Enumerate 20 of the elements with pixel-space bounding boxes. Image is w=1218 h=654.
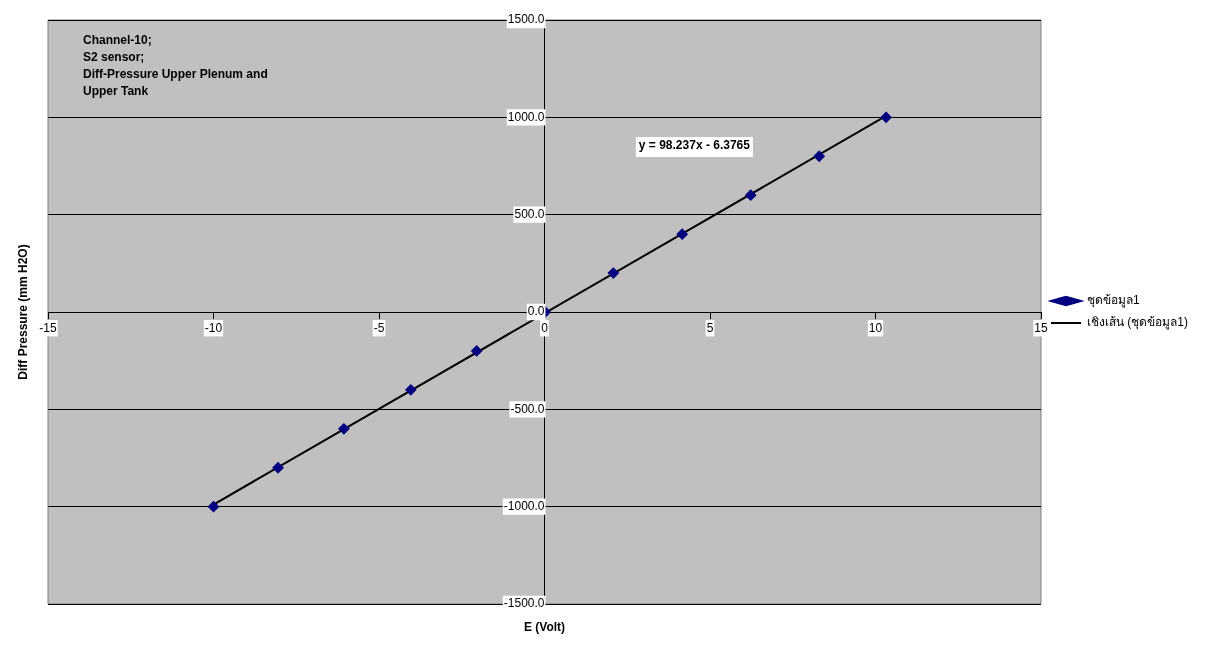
x-tick-label: -5 bbox=[373, 320, 385, 335]
x-tick-label: -15 bbox=[39, 320, 57, 335]
y-tick-label: -500.0 bbox=[510, 401, 545, 416]
legend-label: ชุดข้อมูล1 bbox=[1087, 293, 1140, 309]
x-tick-label: 0 bbox=[541, 320, 549, 335]
y-tick-label: -1500.0 bbox=[503, 596, 545, 611]
legend-label: เชิงเส้น (ชุดข้อมูล1) bbox=[1087, 315, 1188, 331]
y-tick-label: 1000.0 bbox=[507, 109, 545, 124]
y-tick-label: 1500.0 bbox=[507, 12, 545, 27]
annotation: y = 98.237x - 6.3765 bbox=[638, 138, 751, 153]
annotation: Channel-10; S2 sensor; Diff-Pressure Upper Plenum and Upper Tank bbox=[83, 33, 268, 99]
y-axis-title: Diff Pressure (mm H2O) bbox=[16, 244, 31, 380]
x-tick-label: 15 bbox=[1034, 320, 1048, 335]
y-tick-label: -1000.0 bbox=[503, 498, 545, 513]
x-tick-label: -10 bbox=[204, 320, 223, 335]
y-tick-label: 0.0 bbox=[527, 304, 545, 319]
x-axis-title: E (Volt) bbox=[523, 620, 566, 635]
x-tick-label: 5 bbox=[706, 320, 714, 335]
x-tick-label: 10 bbox=[868, 320, 883, 335]
y-tick-label: 500.0 bbox=[514, 206, 545, 221]
